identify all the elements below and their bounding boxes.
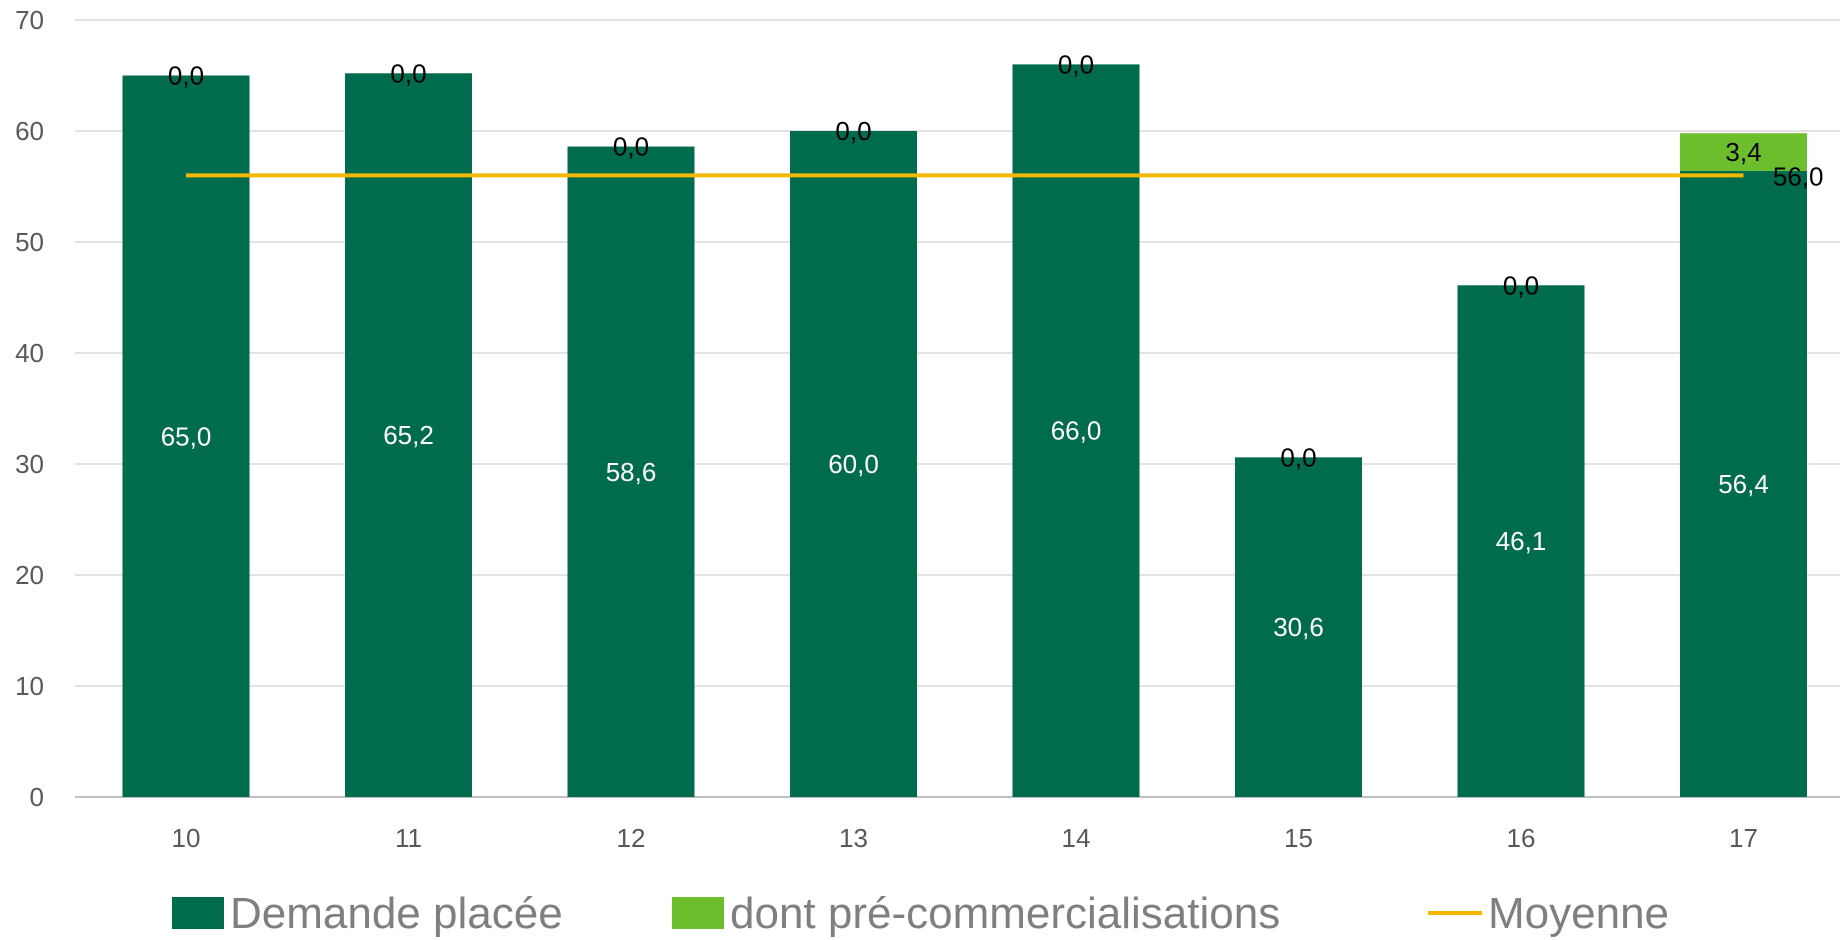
legend-label-moyenne: Moyenne (1488, 889, 1669, 938)
data-label-precommercialisations-13: 0,0 (835, 116, 871, 146)
bars (122, 64, 1807, 798)
data-label-moyenne: 56,0 (1773, 161, 1824, 191)
x-tick-label-15: 15 (1284, 823, 1313, 853)
data-label-precommercialisations-15: 0,0 (1280, 442, 1316, 472)
bar-demande-13 (790, 131, 917, 797)
legend-swatch-precommercialisations (672, 897, 724, 929)
bar-demande-10 (122, 75, 250, 797)
x-axis-ticks: 10 11 12 13 14 15 16 17 (172, 823, 1758, 853)
y-tick-label-30: 30 (15, 449, 44, 479)
bar-demande-15 (1235, 457, 1362, 797)
x-tick-label-12: 12 (617, 823, 646, 853)
bar-demande-17 (1680, 170, 1807, 797)
bar-demande-14 (1012, 64, 1140, 797)
data-label-demande-12: 58,6 (606, 457, 657, 487)
y-tick-label-0: 0 (30, 782, 44, 812)
y-tick-label-60: 60 (15, 116, 44, 146)
legend: Demande placée dont pré-commercialisatio… (172, 889, 1669, 938)
x-tick-label-16: 16 (1507, 823, 1536, 853)
x-tick-label-13: 13 (839, 823, 868, 853)
data-label-demande-16: 46,1 (1496, 526, 1547, 556)
data-label-precommercialisations-11: 0,0 (390, 58, 426, 88)
y-tick-label-50: 50 (15, 227, 44, 257)
x-tick-label-10: 10 (172, 823, 201, 853)
bar-demande-11 (345, 73, 472, 797)
bar-demande-16 (1457, 285, 1585, 797)
data-label-demande-10: 65,0 (161, 421, 212, 451)
legend-swatch-demande (172, 897, 224, 929)
x-tick-label-17: 17 (1729, 823, 1758, 853)
data-label-demande-14: 66,0 (1051, 416, 1102, 446)
y-tick-label-20: 20 (15, 560, 44, 590)
data-label-demande-11: 65,2 (383, 420, 434, 450)
x-tick-label-14: 14 (1062, 823, 1091, 853)
data-label-demande-17: 56,4 (1718, 469, 1769, 499)
y-tick-label-40: 40 (15, 338, 44, 368)
data-label-precommercialisations-10: 0,0 (168, 61, 204, 91)
x-tick-label-11: 11 (395, 823, 422, 853)
bar-demande-12 (567, 146, 695, 798)
data-label-precommercialisations-16: 0,0 (1503, 270, 1539, 300)
y-axis-ticks: 0 10 20 30 40 50 60 70 (15, 5, 44, 812)
legend-label-demande: Demande placée (230, 889, 563, 938)
bar-precommercialisations-17 (1680, 133, 1807, 171)
data-label-demande-13: 60,0 (828, 449, 879, 479)
data-label-demande-15: 30,6 (1273, 612, 1324, 642)
data-label-precommercialisations-17: 3,4 (1725, 137, 1761, 167)
data-label-precommercialisations-12: 0,0 (613, 132, 649, 162)
y-tick-label-70: 70 (15, 5, 44, 35)
y-tick-label-10: 10 (15, 671, 44, 701)
data-label-precommercialisations-14: 0,0 (1058, 49, 1094, 79)
data-labels: 65,0 0,0 65,2 0,0 58,6 0,0 60,0 0,0 66,0 0,0 30,6 0… (161, 49, 1824, 642)
legend-label-precommercialisations: dont pré-commercialisations (730, 889, 1280, 938)
